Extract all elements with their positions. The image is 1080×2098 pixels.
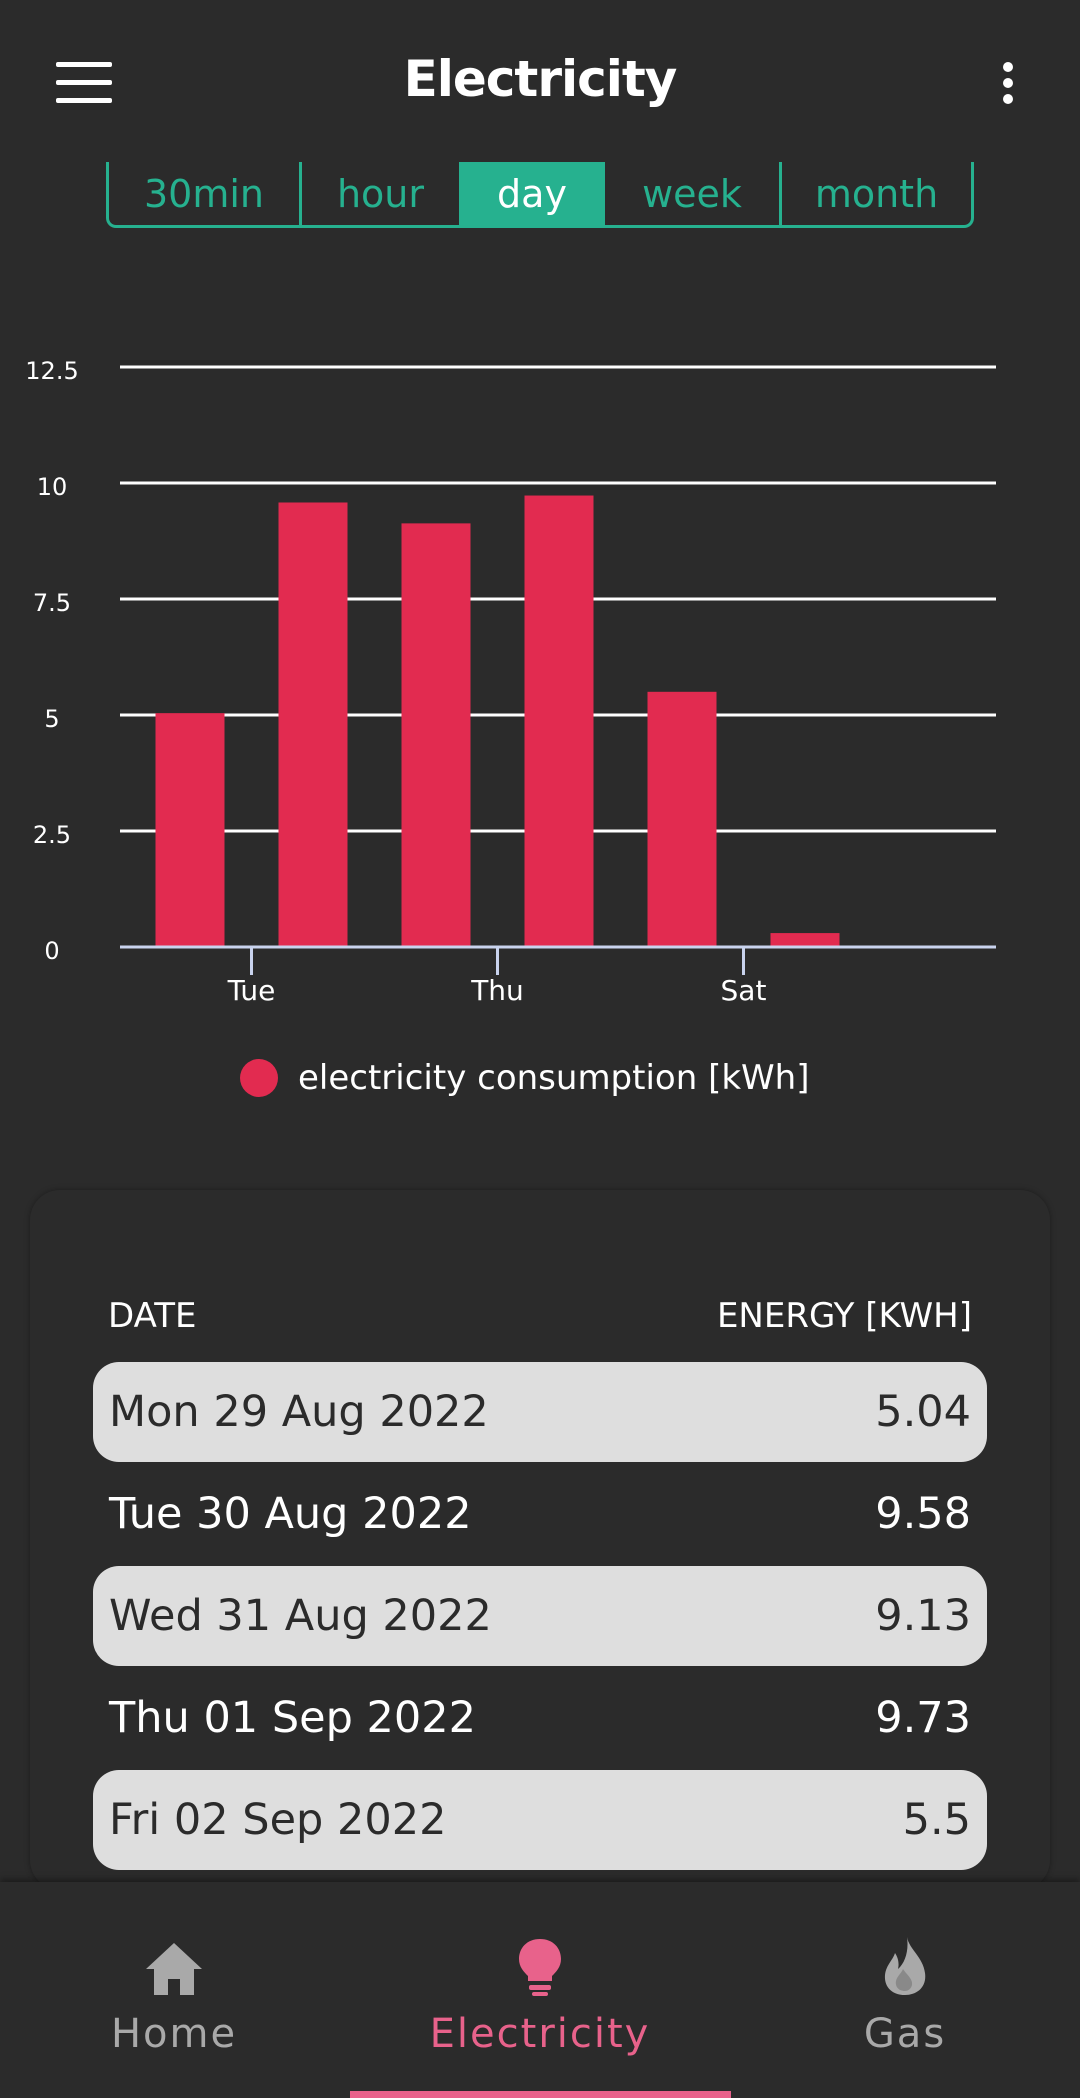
- consumption-bar-chart: 0 2.5 5 7.5 10 12.5 Tue Thu Sat: [25, 357, 996, 1007]
- row-date: Tue 30 Aug 2022: [109, 1489, 472, 1539]
- y-tick-label: 2.5: [33, 821, 71, 849]
- nav-electricity-label: Electricity: [429, 2011, 651, 2057]
- tab-30min[interactable]: 30min: [143, 171, 264, 216]
- row-energy: 9.13: [875, 1591, 971, 1641]
- row-date: Wed 31 Aug 2022: [109, 1591, 492, 1641]
- table-row[interactable]: Tue 30 Aug 2022 9.58: [93, 1464, 987, 1564]
- date-column-header: DATE: [108, 1296, 197, 1336]
- bottom-navigation: Home Electricity Gas: [0, 1882, 1080, 2098]
- row-energy: 5.5: [902, 1795, 971, 1845]
- bar: [401, 523, 471, 947]
- bar: [647, 691, 717, 947]
- page-title: Electricity: [403, 50, 678, 108]
- table-row[interactable]: Thu 01 Sep 2022 9.73: [93, 1668, 987, 1768]
- y-tick-label: 12.5: [25, 357, 78, 385]
- nav-electricity[interactable]: Electricity: [420, 1882, 660, 2098]
- active-tab-indicator: [350, 2091, 731, 2098]
- y-tick-label: 5: [44, 705, 59, 733]
- table-row[interactable]: Wed 31 Aug 2022 9.13: [93, 1566, 987, 1666]
- nav-gas-label: Gas: [863, 2011, 947, 2057]
- x-tick-label: Thu: [470, 974, 524, 1007]
- tab-day[interactable]: day: [459, 162, 605, 225]
- energy-column-header: ENERGY [KWH]: [716, 1296, 972, 1336]
- y-tick-label: 0: [44, 937, 59, 965]
- bar: [155, 713, 225, 947]
- row-energy: 5.04: [875, 1387, 971, 1437]
- flame-icon: [881, 1927, 929, 1997]
- bar: [278, 502, 348, 947]
- tab-month[interactable]: month: [779, 162, 971, 225]
- lightbulb-icon: [517, 1927, 563, 1997]
- y-tick-label: 7.5: [33, 589, 71, 617]
- row-date: Fri 02 Sep 2022: [109, 1795, 447, 1845]
- table-row[interactable]: Fri 02 Sep 2022 5.5: [93, 1770, 987, 1870]
- legend-swatch: [240, 1059, 278, 1097]
- row-energy: 9.73: [875, 1693, 971, 1743]
- tab-hour[interactable]: hour: [299, 162, 459, 225]
- nav-gas[interactable]: Gas: [820, 1882, 990, 2098]
- nav-home-label: Home: [110, 2011, 238, 2057]
- x-tick-label: Tue: [227, 974, 276, 1007]
- row-date: Thu 01 Sep 2022: [109, 1693, 476, 1743]
- app-header: Electricity: [0, 0, 1080, 160]
- period-tabs: 30min hour day week month: [106, 162, 974, 228]
- tab-week[interactable]: week: [642, 171, 742, 216]
- x-tick-label: Sat: [721, 974, 767, 1007]
- y-tick-label: 10: [37, 473, 68, 501]
- table-row[interactable]: Mon 29 Aug 2022 5.04: [93, 1362, 987, 1462]
- bar: [770, 933, 840, 947]
- hamburger-menu-icon[interactable]: [56, 62, 112, 104]
- bar: [524, 495, 594, 947]
- legend-label: electricity consumption [kWh]: [298, 1058, 810, 1098]
- table-header: DATE ENERGY [KWH]: [108, 1296, 972, 1336]
- row-date: Mon 29 Aug 2022: [109, 1387, 489, 1437]
- chart-legend: electricity consumption [kWh]: [240, 1058, 809, 1098]
- home-icon: [144, 1927, 204, 1997]
- row-energy: 9.58: [875, 1489, 971, 1539]
- nav-home[interactable]: Home: [80, 1882, 268, 2098]
- more-vertical-icon[interactable]: [996, 60, 1020, 106]
